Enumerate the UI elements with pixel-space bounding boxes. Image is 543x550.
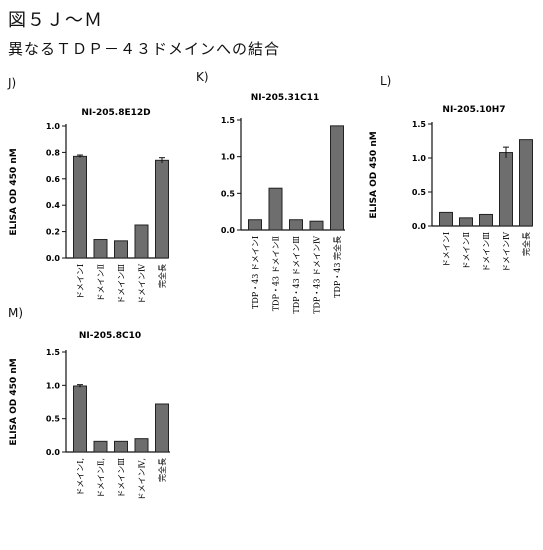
chart-title: NI-205.31C11: [251, 93, 319, 103]
panel-label-l: L): [380, 74, 391, 88]
y-axis-label: ELISA OD 450 nM: [185, 131, 187, 218]
bar: [94, 441, 107, 452]
category-label: ドメインⅠ,: [76, 458, 85, 496]
chart-panel-m: NI-205.8C10 ELISA OD 450 nM 0.0 0.5 1.0 1.5 ドメ…: [0, 320, 190, 550]
bar: [249, 220, 262, 230]
bar: [115, 241, 128, 258]
category-label: ドメインⅢ: [482, 232, 491, 272]
y-tick-label: 1.5: [412, 120, 427, 129]
bar: [74, 386, 87, 452]
bar: [290, 220, 303, 230]
category-label: ドメインⅣ: [502, 231, 511, 272]
figure-title: 図５Ｊ〜Ｍ: [8, 6, 103, 32]
bar: [156, 404, 169, 452]
category-label: 完全長: [157, 458, 167, 482]
category-label: 完全長: [521, 232, 531, 256]
panel-label-k: K): [196, 70, 209, 84]
bar: [74, 156, 87, 258]
y-tick-label: 0.6: [46, 175, 61, 184]
category-label: 完全長: [157, 264, 167, 288]
bar: [310, 221, 323, 230]
y-axis-label: ELISA OD 450 nM: [369, 131, 379, 218]
bar: [480, 214, 493, 226]
category-label: TDP・43 ドメインⅠ: [251, 236, 260, 309]
y-tick-label: 1.5: [221, 116, 236, 125]
bar: [520, 140, 533, 226]
y-tick-label: 0.5: [46, 415, 61, 424]
category-label: ドメインⅠ: [76, 264, 85, 299]
bar: [94, 240, 107, 258]
bar: [135, 439, 148, 452]
bar: [115, 441, 128, 452]
y-tick-label: 0.0: [221, 226, 236, 235]
y-tick-label: 0.0: [412, 222, 427, 231]
y-tick-label: 0.8: [46, 148, 61, 157]
bar: [269, 188, 282, 230]
category-label: ドメインⅡ: [97, 264, 106, 301]
figure-subtitle: 異なるＴＤＰ－４３ドメインへの結合: [8, 38, 280, 59]
chart-panel-k: NI-205.31C11 ELISA OD 450 nM 0.0 0.5 1.0 1.5 T…: [185, 84, 375, 339]
panel-label-j: J): [8, 76, 16, 90]
y-tick-label: 0.0: [46, 448, 61, 457]
bar: [500, 153, 513, 226]
category-label: ドメインⅡ: [462, 232, 471, 269]
category-label: TDP・43 ドメインⅣ: [313, 235, 322, 314]
chart-title: NI-205.10H7: [442, 105, 505, 115]
category-label: TDP・43 ドメインⅡ: [272, 236, 281, 311]
y-axis-label: ELISA OD 450 nM: [9, 148, 19, 235]
y-tick-label: 0.4: [46, 201, 61, 210]
category-label: ドメインⅣ: [138, 263, 147, 304]
chart-title: NI-205.8C10: [79, 331, 141, 341]
y-tick-label: 0.5: [412, 188, 427, 197]
y-tick-label: 0.2: [46, 228, 60, 237]
y-tick-label: 0.5: [221, 189, 236, 198]
category-label: TDP・43 完全長: [332, 236, 342, 298]
y-tick-label: 1.0: [46, 122, 61, 131]
bar: [135, 225, 148, 258]
category-label: ドメインⅣ,: [138, 458, 147, 501]
category-label: ドメインⅠ: [442, 232, 451, 267]
chart-title: NI-205.8E12D: [81, 108, 150, 118]
category-label: TDP・43 ドメインⅢ: [292, 236, 301, 314]
y-tick-label: 1.0: [46, 381, 61, 390]
y-axis-label: ELISA OD 450 nM: [9, 358, 19, 445]
bar: [331, 126, 344, 230]
bar: [440, 212, 453, 226]
category-label: ドメインⅢ: [117, 264, 126, 304]
bar: [156, 160, 169, 258]
chart-panel-l: NI-205.10H7 ELISA OD 450 nM 0.0 0.5 1.0 1.5 ドメ…: [368, 88, 543, 328]
y-tick-label: 1.0: [221, 153, 236, 162]
chart-panel-j: NI-205.8E12D ELISA OD 450 nM 0.0 0.2 0.4 0.6 0…: [0, 90, 190, 330]
y-tick-label: 1.5: [46, 348, 61, 357]
bar: [460, 218, 473, 226]
category-label: ドメインⅡ,: [97, 458, 106, 498]
y-tick-label: 0.0: [46, 254, 61, 263]
category-label: ドメインⅢ: [117, 458, 126, 498]
y-tick-label: 1.0: [412, 154, 427, 163]
